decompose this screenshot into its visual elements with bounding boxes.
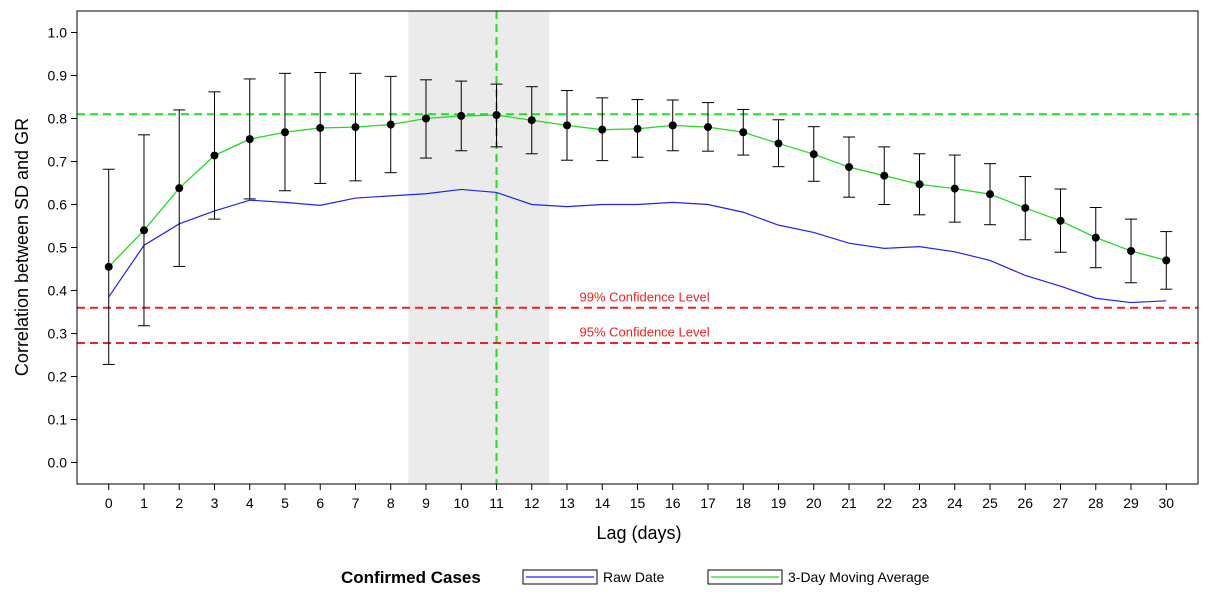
x-tick-label: 29	[1123, 495, 1139, 511]
plot-area: 99% Confidence Level 95% Confidence Level	[77, 11, 1198, 484]
data-point	[104, 262, 113, 271]
y-tick-label: 1.0	[48, 25, 68, 41]
x-tick-label: 28	[1088, 495, 1104, 511]
data-point	[1021, 203, 1030, 212]
y-tick-label: 0.7	[48, 154, 68, 170]
x-tick-label: 8	[387, 495, 395, 511]
legend-title: Confirmed Cases	[341, 568, 481, 587]
data-point	[915, 180, 924, 189]
annotation-0: 99% Confidence Level	[580, 289, 710, 304]
x-tick-label: 10	[453, 495, 469, 511]
data-point	[1091, 233, 1100, 242]
x-tick-label: 12	[524, 495, 540, 511]
data-point	[351, 123, 360, 132]
y-tick-label: 0.0	[48, 455, 68, 471]
annotation-1: 95% Confidence Level	[580, 325, 710, 340]
data-point	[950, 184, 959, 193]
y-tick-label: 0.6	[48, 197, 68, 213]
x-tick-label: 3	[211, 495, 219, 511]
x-axis-title: Lag (days)	[596, 523, 681, 543]
x-tick-label: 6	[316, 495, 324, 511]
x-tick-label: 11	[489, 495, 504, 511]
x-tick-label: 30	[1158, 495, 1174, 511]
data-point	[316, 123, 325, 132]
data-point	[1056, 216, 1065, 225]
data-point	[245, 135, 254, 144]
data-point	[880, 171, 889, 180]
x-tick-label: 26	[1017, 495, 1033, 511]
x-tick-label: 2	[175, 495, 183, 511]
series-line-raw-date	[108, 188, 1167, 304]
y-tick-label: 0.5	[48, 240, 68, 256]
y-tick-label: 0.3	[48, 326, 68, 342]
x-tick-label: 22	[876, 495, 892, 511]
data-point	[809, 150, 818, 159]
x-tick-label: 4	[246, 495, 254, 511]
x-tick-label: 0	[105, 495, 113, 511]
x-tick-label: 13	[559, 495, 575, 511]
x-tick-label: 1	[140, 495, 148, 511]
data-point	[175, 184, 184, 193]
data-point	[562, 121, 571, 130]
legend-label-raw-date: Raw Date	[603, 569, 665, 585]
plot-frame	[76, 10, 1199, 485]
x-tick-label: 14	[594, 495, 610, 511]
data-point	[986, 190, 995, 199]
x-tick-label: 21	[841, 495, 857, 511]
y-tick-label: 0.9	[48, 68, 68, 84]
y-tick-label: 0.2	[48, 369, 68, 385]
y-tick-label: 0.8	[48, 111, 68, 127]
x-tick-label: 20	[806, 495, 822, 511]
axes: 0.00.10.20.30.40.50.60.70.80.91.00 1 2 3 4 5 6…	[48, 10, 1199, 511]
y-tick-label: 0.4	[48, 283, 68, 299]
x-tick-label: 5	[281, 495, 289, 511]
x-tick-label: 24	[947, 495, 963, 511]
x-tick-label: 18	[735, 495, 751, 511]
y-tick-label: 0.1	[48, 412, 68, 428]
x-tick-label: 16	[665, 495, 681, 511]
data-point	[1127, 246, 1136, 255]
data-point	[139, 226, 148, 235]
data-point	[280, 128, 289, 137]
data-point	[668, 121, 677, 130]
data-point	[421, 114, 430, 123]
data-point	[598, 125, 607, 134]
data-point	[1162, 256, 1171, 265]
data-point	[527, 116, 536, 125]
data-point	[774, 139, 783, 148]
legend: Confirmed Cases Raw Date 3-Day Moving Av…	[341, 568, 930, 587]
x-tick-label: 17	[700, 495, 716, 511]
data-point	[739, 128, 748, 137]
x-tick-label: 7	[352, 495, 360, 511]
legend-label-moving-average: 3-Day Moving Average	[788, 569, 930, 585]
data-point	[210, 151, 219, 160]
x-tick-label: 25	[982, 495, 998, 511]
data-point	[457, 111, 466, 120]
x-tick-label: 9	[422, 495, 430, 511]
y-axis-title: Correlation between SD and GR	[12, 118, 32, 376]
x-tick-label: 23	[912, 495, 928, 511]
data-point	[704, 123, 713, 132]
data-point	[386, 120, 395, 129]
data-point	[492, 111, 501, 120]
x-tick-label: 19	[771, 495, 787, 511]
data-point	[845, 163, 854, 172]
shaded-region	[408, 11, 550, 484]
x-tick-label: 15	[630, 495, 646, 511]
x-tick-label: 27	[1053, 495, 1069, 511]
data-point	[633, 124, 642, 133]
